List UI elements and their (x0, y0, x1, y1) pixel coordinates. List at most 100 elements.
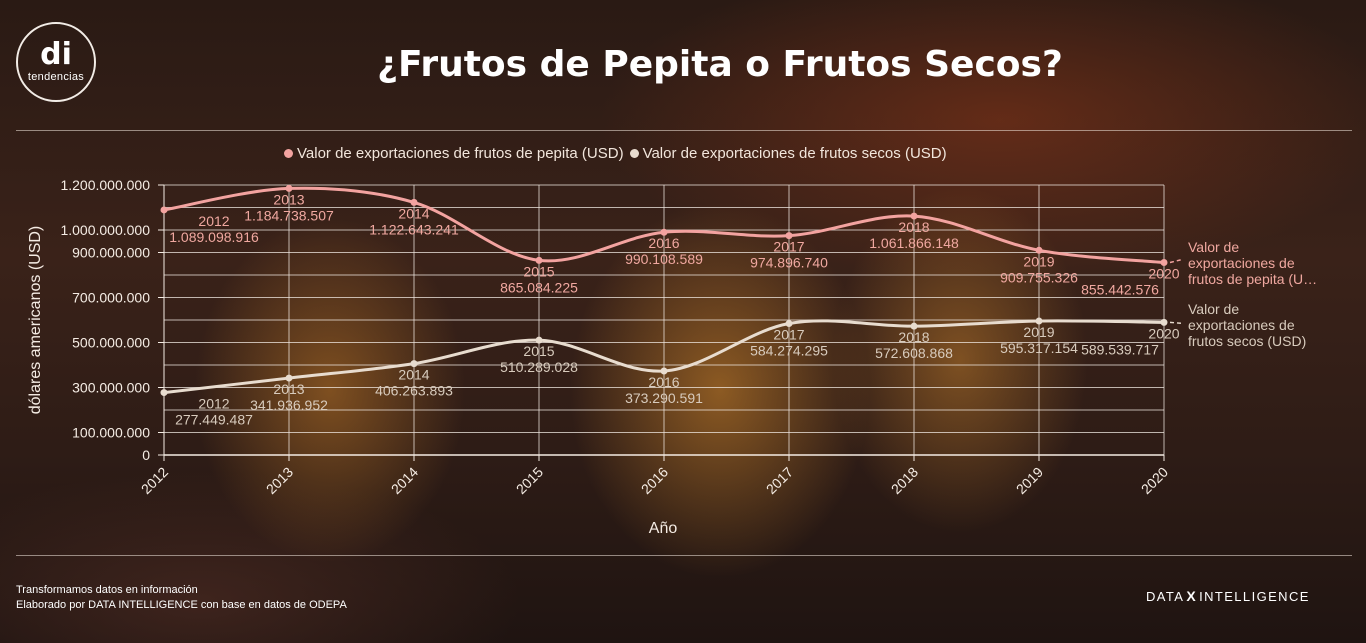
data-label-year: 2013 (273, 191, 304, 207)
data-label-value: 572.608.868 (875, 345, 953, 361)
legend-dot-secos-icon (629, 149, 639, 158)
x-axis-title: Año (649, 520, 678, 537)
page-title: ¿Frutos de Pepita o Frutos Secos? (377, 44, 1063, 85)
data-label-year: 2019 (1023, 253, 1054, 269)
data-intelligence-logo: DATA X INTELLIGENCE (1146, 588, 1310, 604)
x-axis-ticks: 2012 2013 2014 2015 2016 2017 2018 2019 2020 (138, 455, 1171, 497)
data-label-year: 2016 (648, 235, 679, 251)
data-label-year: 2019 (1023, 324, 1054, 340)
data-label-value: 1.122.643.241 (369, 221, 459, 237)
footer-source: Elaborado por DATA INTELLIGENCE con base… (16, 599, 347, 611)
data-point (1035, 246, 1043, 254)
logo-text: tendencias (27, 71, 85, 83)
data-point (160, 206, 168, 214)
legend-dot-pepita-icon (284, 149, 293, 158)
legend-label-pepita: Valor de exportaciones de frutos de pepi… (297, 145, 624, 162)
y-tick-label: 500.000.000 (72, 335, 150, 351)
y-tick-label: 1.000.000.000 (60, 222, 150, 238)
series-end-label-line: Valor de (1188, 239, 1239, 255)
data-label-year: 2013 (273, 381, 304, 397)
y-tick-label: 0 (142, 447, 150, 463)
data-label-year: 2018 (898, 329, 929, 345)
y-axis-ticks: 0 100.000.000 300.000.000 500.000.000 700.00… (60, 177, 164, 463)
data-label-value: 341.936.952 (250, 397, 328, 413)
chart-legend[interactable]: Valor de exportaciones de frutos de pepi… (284, 145, 947, 162)
data-point (285, 374, 293, 382)
y-tick-label: 900.000.000 (72, 245, 150, 261)
data-label-year: 2017 (773, 327, 804, 343)
x-tick-label: 2019 (1013, 464, 1046, 497)
data-label-year: 2020 (1148, 325, 1179, 341)
data-label-value: 277.449.487 (175, 412, 253, 428)
data-label-value: 865.084.225 (500, 279, 578, 295)
x-tick-label: 2013 (263, 464, 296, 497)
data-label-year: 2012 (198, 396, 229, 412)
data-label-year: 2017 (773, 239, 804, 255)
x-tick-label: 2015 (513, 464, 546, 497)
brand-mark-icon: X (1186, 588, 1198, 604)
series-end-label-line: exportaciones de (1188, 255, 1295, 271)
y-tick-label: 700.000.000 (72, 290, 150, 306)
series-points (160, 184, 1168, 397)
data-label-year: 2014 (398, 205, 429, 221)
di-tendencias-logo: di tendencias (16, 22, 96, 102)
x-tick-label: 2014 (388, 464, 421, 497)
data-label-value: 1.184.738.507 (244, 207, 334, 223)
data-point (1035, 317, 1043, 325)
x-tick-label: 2020 (1138, 464, 1171, 497)
data-point (285, 184, 293, 192)
x-tick-label: 2018 (888, 464, 921, 497)
data-point (910, 212, 918, 220)
y-axis-title: dólares americanos (USD) (27, 226, 44, 415)
series-end-label-line: exportaciones de (1188, 317, 1295, 333)
data-label-value: 855.442.576 (1081, 282, 1159, 298)
legend-item-pepita[interactable]: Valor de exportaciones de frutos de pepi… (284, 145, 624, 162)
data-point (1160, 318, 1168, 326)
brand-left: DATA (1146, 588, 1185, 604)
end-label-leader (1169, 321, 1183, 325)
data-label-year: 2012 (198, 213, 229, 229)
legend-item-secos[interactable]: Valor de exportaciones de frutos secos (… (629, 145, 947, 162)
data-label-value: 909.755.326 (1000, 269, 1078, 285)
logo-mark: di (40, 37, 72, 72)
legend-label-secos: Valor de exportaciones de frutos secos (… (642, 145, 947, 162)
data-label-year: 2015 (523, 263, 554, 279)
bottom-divider (16, 555, 1352, 556)
data-label-value: 589.539.717 (1081, 341, 1159, 357)
data-point (785, 232, 793, 240)
data-label-value: 1.061.866.148 (869, 235, 959, 251)
footer-tagline: Transformamos datos en información (16, 584, 198, 596)
data-label-year: 2014 (398, 367, 429, 383)
data-point (910, 322, 918, 330)
x-tick-label: 2016 (638, 464, 671, 497)
series-end-label-line: Valor de (1188, 301, 1239, 317)
series-end-label-line: frutos secos (USD) (1188, 333, 1306, 349)
data-label-value: 510.289.028 (500, 359, 578, 375)
data-label-year: 2018 (898, 219, 929, 235)
brand-right: INTELLIGENCE (1199, 588, 1310, 604)
data-label-value: 373.290.591 (625, 390, 703, 406)
series-end-label-line: frutos de pepita (U… (1188, 271, 1317, 287)
data-point (410, 360, 418, 368)
data-label-value: 406.263.893 (375, 383, 453, 399)
data-label-value: 584.274.295 (750, 343, 828, 359)
data-label-year: 2020 (1148, 266, 1179, 282)
y-tick-label: 100.000.000 (72, 425, 150, 441)
data-label-value: 595.317.154 (1000, 340, 1078, 356)
data-label-value: 990.108.589 (625, 251, 703, 267)
data-point (535, 336, 543, 344)
end-label-leader (1169, 258, 1183, 264)
y-tick-label: 300.000.000 (72, 380, 150, 396)
data-label-year: 2015 (523, 343, 554, 359)
top-divider (16, 130, 1352, 131)
data-point (535, 256, 543, 264)
data-label-value: 974.896.740 (750, 255, 828, 271)
x-tick-label: 2012 (138, 464, 171, 497)
chart-grid (163, 184, 1165, 456)
data-point (1160, 259, 1168, 267)
data-point (160, 389, 168, 397)
y-tick-label: 1.200.000.000 (60, 177, 150, 193)
